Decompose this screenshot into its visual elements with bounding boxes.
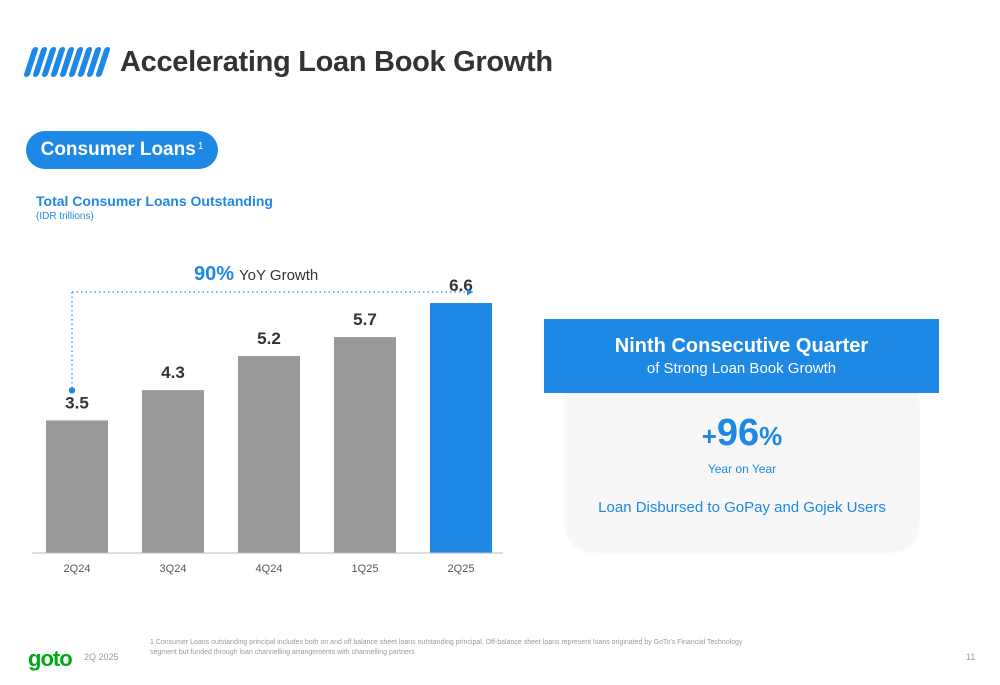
value-label-2Q24: 3.5: [65, 393, 89, 412]
tick-label-2Q25: 2Q25: [448, 563, 475, 575]
value-label-3Q24: 4.3: [161, 363, 185, 382]
tick-label-1Q25: 1Q25: [352, 563, 379, 575]
tick-label-3Q24: 3Q24: [160, 563, 187, 575]
yoy-stat: +96%: [566, 412, 918, 455]
bar-2Q24: [46, 420, 108, 553]
annotation-text: YoY Growth: [239, 267, 318, 284]
page-number: 11: [966, 652, 976, 662]
stat-caption: Year on Year: [707, 462, 777, 476]
page-title: Accelerating Loan Book Growth: [120, 45, 553, 78]
stat-sign: +: [701, 421, 717, 451]
annotation-arrow-icon: [467, 288, 473, 296]
bar-1Q25: [334, 337, 396, 553]
annotation-dot: [68, 387, 76, 394]
consumer-loans-pill: Consumer Loans 1: [26, 131, 218, 169]
value-label-1Q25: 5.7: [353, 310, 377, 329]
card-subtitle: of Strong Loan Book Growth: [646, 360, 837, 377]
pill-footnote-marker: 1: [197, 140, 204, 152]
tick-label-4Q24: 4Q24: [256, 563, 283, 575]
stripes-decoration-icon: [23, 47, 111, 77]
goto-logo-icon: goto: [28, 646, 73, 671]
bar-2Q25: [430, 303, 492, 553]
growth-card-header: Ninth Consecutive Quarter of Strong Loan…: [544, 319, 939, 393]
bar-4Q24: [238, 356, 300, 553]
stat-unit: %: [759, 421, 783, 451]
stat-value: 96: [716, 412, 760, 454]
value-label-2Q25: 6.6: [449, 276, 473, 295]
chart-unit: (IDR trillions): [36, 211, 94, 222]
pill-label: Consumer Loans: [40, 139, 196, 160]
chart-title: Total Consumer Loans Outstanding: [36, 193, 273, 209]
value-label-4Q24: 5.2: [257, 329, 281, 348]
footnote: 1 Consumer Loans outstanding principal i…: [150, 639, 743, 656]
loans-bar-chart: 3.5 2Q24 4.3 3Q24 5.2 4Q24 5.7 1Q25 6.6 2Q25 90% Yo…: [32, 263, 503, 575]
tick-label-2Q24: 2Q24: [64, 563, 91, 575]
report-period: 2Q 2025: [84, 652, 119, 662]
annotation-label: 90% YoY Growth: [194, 263, 318, 285]
annotation-value: 90%: [194, 263, 234, 285]
bar-3Q24: [142, 390, 204, 553]
growth-card: [566, 370, 918, 549]
title-row: Accelerating Loan Book Growth: [23, 42, 553, 82]
stat-description: Loan Disbursed to GoPay and Gojek Users: [598, 499, 886, 516]
card-title: Ninth Consecutive Quarter: [614, 335, 869, 357]
